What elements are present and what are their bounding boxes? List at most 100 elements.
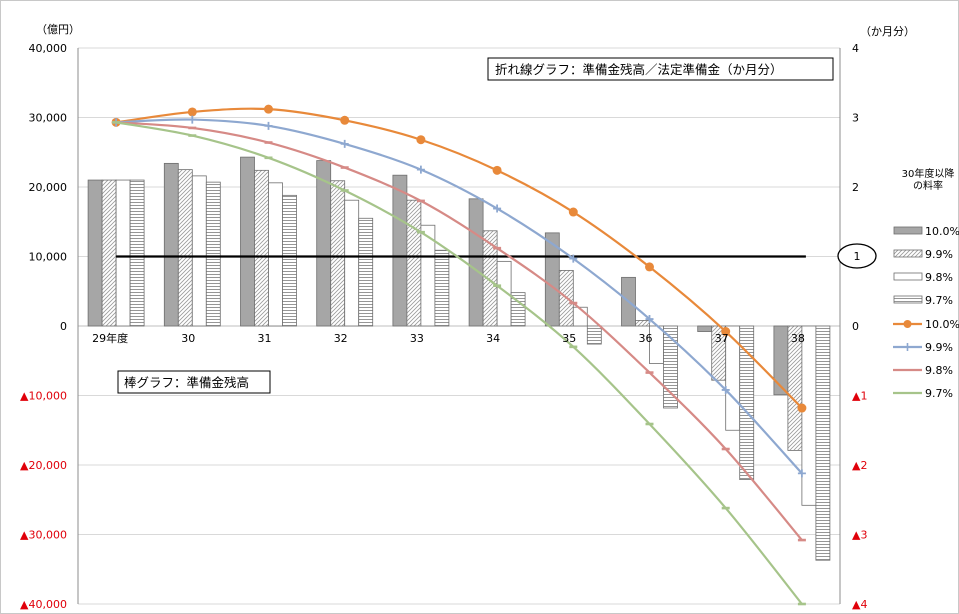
legend-label: 9.9% bbox=[925, 248, 953, 261]
reference-value-circle bbox=[837, 243, 877, 269]
bar-9.9% bbox=[330, 180, 346, 327]
legend-label: 9.8% bbox=[925, 364, 953, 377]
bar-9.8% bbox=[344, 199, 360, 327]
point-10.0% bbox=[340, 115, 350, 125]
legend-label: 9.7% bbox=[925, 294, 953, 307]
category-label: 38 bbox=[791, 332, 805, 345]
legend-swatch-bar bbox=[893, 272, 923, 281]
legend-swatch-bar bbox=[893, 249, 923, 258]
legend-marker bbox=[903, 343, 912, 351]
category-label: 37 bbox=[715, 332, 729, 345]
axes-group bbox=[77, 48, 841, 604]
category-label: 30 bbox=[181, 332, 195, 345]
category-label: 29年度 bbox=[92, 331, 128, 345]
left-axis-unit-label: （億円） bbox=[36, 23, 80, 36]
point-9.9% bbox=[340, 139, 349, 148]
bar-9.7% bbox=[815, 325, 831, 561]
point-10.0% bbox=[568, 207, 578, 217]
point-10.0% bbox=[264, 104, 273, 114]
bar-9.9% bbox=[635, 320, 650, 327]
point-9.9% bbox=[493, 204, 502, 213]
point-9.9% bbox=[416, 165, 425, 174]
bar-9.9% bbox=[101, 179, 117, 327]
left-tick-label: ▲40,000 bbox=[20, 598, 67, 611]
bar-9.8% bbox=[191, 175, 207, 327]
point-9.9% bbox=[645, 315, 654, 324]
right-tick-label: 0 bbox=[852, 320, 859, 333]
left-tick-label: 10,000 bbox=[29, 251, 68, 264]
bar-9.7% bbox=[358, 217, 374, 327]
bar-9.7% bbox=[282, 194, 297, 327]
bar-9.7% bbox=[586, 325, 602, 345]
bar-9.8% bbox=[801, 325, 817, 506]
bar-10.0% bbox=[773, 325, 789, 396]
line-9.9% bbox=[116, 118, 803, 475]
bar-9.7% bbox=[434, 249, 450, 327]
bar-9.7% bbox=[663, 325, 678, 409]
right-tick-label: ▲2 bbox=[852, 459, 867, 472]
point-9.9% bbox=[188, 115, 197, 124]
category-labels-group: 29年度 30 31 32 33 34 35 36 37 38 bbox=[92, 331, 805, 345]
legend-label: 9.9% bbox=[925, 341, 953, 354]
line-chart-note: 折れ線グラフ：準備金残高／法定準備金（か月分） bbox=[495, 62, 783, 77]
bar-9.9% bbox=[482, 230, 498, 327]
tick-labels-group: 40,000 30,000 20,000 10,000 0 ▲10,000 ▲20,000 ▲… bbox=[20, 42, 867, 611]
legend-label: 9.8% bbox=[925, 271, 953, 284]
line-9.8% bbox=[116, 121, 803, 541]
point-10.0% bbox=[492, 165, 502, 175]
bar-9.7% bbox=[129, 179, 145, 327]
legend-marker bbox=[903, 320, 912, 328]
left-tick-label: ▲20,000 bbox=[20, 459, 67, 472]
left-tick-label: 40,000 bbox=[29, 42, 68, 55]
right-axis-unit-label: （か月分） bbox=[860, 25, 915, 38]
right-tick-label: 3 bbox=[852, 112, 859, 125]
bar-9.8% bbox=[268, 182, 283, 327]
bar-10.0% bbox=[468, 198, 484, 327]
point-10.0% bbox=[416, 135, 426, 145]
point-9.9% bbox=[264, 121, 273, 130]
bar-9.7% bbox=[739, 325, 755, 480]
category-label: 31 bbox=[258, 332, 272, 345]
bar-9.7% bbox=[510, 292, 526, 327]
bar-10.0% bbox=[87, 179, 103, 327]
legend-label: 10.0% bbox=[925, 225, 959, 238]
left-tick-label: 30,000 bbox=[29, 112, 68, 125]
category-label: 35 bbox=[562, 332, 576, 345]
category-label: 32 bbox=[334, 332, 348, 345]
bar-9.9% bbox=[406, 199, 422, 327]
bar-10.0% bbox=[240, 156, 255, 327]
right-tick-label: ▲1 bbox=[852, 390, 867, 403]
category-label: 36 bbox=[639, 332, 653, 345]
bar-series-group bbox=[87, 156, 831, 561]
right-tick-label: 2 bbox=[852, 181, 859, 194]
point-10.0% bbox=[721, 327, 731, 337]
left-tick-label: ▲30,000 bbox=[20, 529, 67, 542]
category-label: 33 bbox=[410, 332, 424, 345]
bar-chart-note-box bbox=[117, 370, 271, 394]
bar-chart-note: 棒グラフ：準備金残高 bbox=[124, 375, 249, 390]
point-10.0% bbox=[645, 262, 654, 272]
legend-title: の料率 bbox=[913, 179, 943, 192]
bar-9.9% bbox=[254, 169, 269, 327]
bar-10.0% bbox=[163, 162, 179, 327]
line-10.0% bbox=[115, 107, 803, 409]
left-tick-label: 20,000 bbox=[29, 181, 68, 194]
bar-10.0% bbox=[316, 160, 332, 327]
point-10.0% bbox=[187, 107, 197, 117]
point-9.9% bbox=[721, 385, 730, 394]
bar-9.7% bbox=[205, 181, 221, 327]
line-9.7% bbox=[115, 121, 803, 605]
line-chart-note-box bbox=[487, 57, 834, 81]
legend-swatch-bar bbox=[893, 295, 923, 304]
legend-swatch-bar bbox=[893, 226, 923, 235]
bar-10.0% bbox=[392, 174, 408, 327]
right-tick-label: ▲3 bbox=[852, 529, 867, 542]
left-tick-label: ▲10,000 bbox=[20, 390, 67, 403]
line-series-group bbox=[111, 104, 807, 606]
legend-title: 30年度以降 bbox=[902, 167, 955, 180]
left-tick-label: 0 bbox=[60, 320, 67, 333]
point-9.9% bbox=[797, 469, 806, 478]
bar-9.8% bbox=[115, 179, 131, 327]
